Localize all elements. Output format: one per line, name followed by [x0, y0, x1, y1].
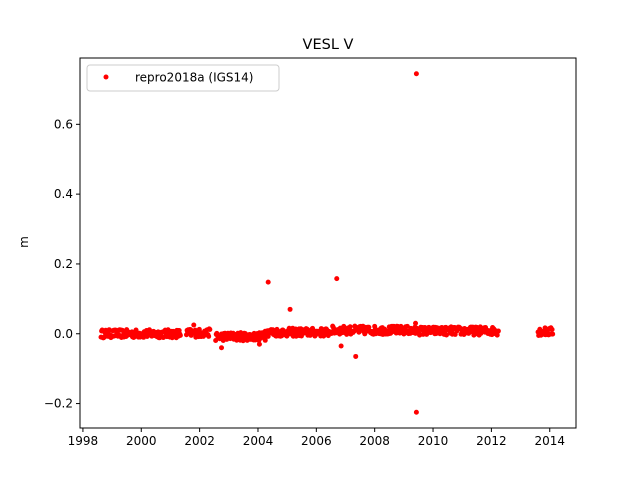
legend-marker: [103, 74, 109, 80]
data-points: [98, 71, 556, 415]
x-axis: 1998 2000 2002 2004 2006 2008 2010 2012 2014: [68, 428, 565, 448]
data-point: [206, 333, 212, 339]
data-point: [347, 324, 353, 330]
y-tick-label: 0.2: [54, 257, 73, 271]
x-tick-label: 2000: [126, 434, 157, 448]
legend-box: [86, 64, 280, 92]
x-tick-label: 2004: [243, 434, 274, 448]
data-point: [413, 71, 419, 77]
y-tick-label: 0.6: [54, 117, 73, 131]
plot-frame: [79, 57, 577, 429]
data-point: [177, 332, 183, 338]
data-point: [265, 279, 271, 285]
data-point: [495, 328, 501, 334]
data-point: [550, 331, 556, 337]
data-point: [353, 353, 359, 359]
data-point: [338, 343, 344, 349]
data-point: [287, 306, 293, 312]
data-point: [413, 409, 419, 415]
x-tick-label: 2002: [184, 434, 215, 448]
data-point: [334, 276, 340, 282]
x-tick-label: 2006: [301, 434, 332, 448]
y-axis: −0.2 0.0 0.2 0.4 0.6: [44, 117, 80, 411]
y-tick-label: 0.0: [54, 327, 73, 341]
legend-label: repro2018a (IGS14): [135, 71, 253, 85]
x-tick-label: 2014: [534, 434, 565, 448]
data-point: [413, 320, 419, 326]
chart-title: VESL V: [303, 37, 354, 53]
legend: repro2018a (IGS14): [86, 64, 280, 92]
x-tick-label: 1998: [68, 434, 99, 448]
data-point: [191, 322, 197, 328]
data-point: [219, 345, 225, 351]
x-tick-label: 2008: [359, 434, 390, 448]
data-point: [256, 341, 262, 347]
y-tick-label: 0.4: [54, 187, 73, 201]
data-point: [207, 326, 213, 332]
y-axis-label: m: [17, 236, 31, 248]
y-tick-label: −0.2: [44, 397, 73, 411]
x-tick-label: 2012: [476, 434, 507, 448]
data-point: [549, 326, 555, 332]
x-tick-label: 2010: [418, 434, 449, 448]
data-point: [262, 337, 268, 343]
